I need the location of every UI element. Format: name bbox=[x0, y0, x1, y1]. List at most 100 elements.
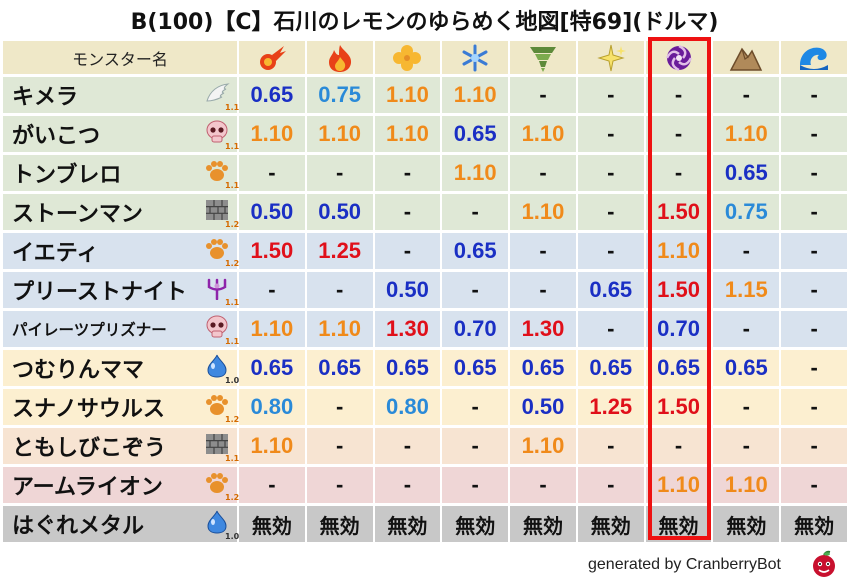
resistance-value: 0.65 bbox=[442, 350, 509, 386]
resistance-value: 0.65 bbox=[306, 350, 373, 386]
sparkle-icon bbox=[593, 43, 629, 73]
resistance-value: 1.10 bbox=[374, 116, 441, 152]
resistance-value: - bbox=[781, 350, 847, 386]
monster-name-cell: アームライオン 1.2 bbox=[3, 467, 239, 503]
resistance-value: 1.30 bbox=[374, 311, 441, 347]
monster-name-cell: スナノサウルス 1.2 bbox=[3, 389, 239, 425]
monster-row: トンブレロ 1.1- - -1.10- - -0.65- bbox=[3, 155, 847, 191]
resistance-value: - bbox=[510, 272, 576, 308]
header-element-cell bbox=[645, 41, 712, 74]
resistance-value: 1.10 bbox=[238, 311, 305, 347]
resistance-value: 無効 bbox=[238, 506, 305, 542]
header-element-cell bbox=[577, 41, 644, 74]
resistance-value: 0.70 bbox=[645, 311, 712, 347]
resistance-value: - bbox=[510, 467, 576, 503]
monster-row: パイレーツプリズナー 1.1 1.10 1.10 1.30 0.70 1.30-0.70- - bbox=[3, 311, 847, 347]
resistance-value: - bbox=[238, 272, 305, 308]
monster-name-cell: ともしびこぞう 1.1 bbox=[3, 428, 240, 464]
resistance-value: - bbox=[442, 428, 509, 464]
resistance-value: 1.10 bbox=[442, 155, 509, 191]
resistance-value: - bbox=[577, 194, 644, 230]
slime-icon bbox=[204, 354, 230, 378]
resistance-value: 無効 bbox=[374, 506, 441, 542]
resistance-value: - bbox=[577, 311, 644, 347]
flame-icon bbox=[322, 43, 358, 73]
resistance-value: - bbox=[713, 77, 780, 113]
resistance-value: - bbox=[781, 116, 847, 152]
resistance-value: - bbox=[442, 389, 509, 425]
resistance-value: - bbox=[577, 77, 644, 113]
header-element-cell bbox=[713, 41, 780, 74]
paw-icon bbox=[204, 159, 230, 183]
header-element-cell bbox=[442, 41, 509, 74]
resistance-value: 0.50 bbox=[510, 389, 576, 425]
resistance-value: 1.10 bbox=[510, 428, 576, 464]
type-multiplier: 1.2 bbox=[225, 259, 240, 268]
resistance-value: 1.15 bbox=[713, 272, 780, 308]
monster-name-cell: キメラ 1.1 bbox=[3, 77, 239, 113]
clover-icon bbox=[389, 43, 425, 73]
resistance-value: 0.80 bbox=[238, 389, 305, 425]
resistance-value: 0.65 bbox=[577, 350, 644, 386]
skull-icon bbox=[204, 120, 230, 144]
header-element-cell bbox=[238, 41, 305, 74]
resistance-value: 1.10 bbox=[510, 194, 576, 230]
monster-name-cell: プリーストナイト 1.1 bbox=[3, 272, 239, 308]
resistance-value: 1.50 bbox=[645, 389, 712, 425]
resistance-value: 0.70 bbox=[442, 311, 509, 347]
resistance-value: 1.10 bbox=[238, 428, 305, 464]
resistance-value: - bbox=[442, 272, 509, 308]
resistance-value: 1.10 bbox=[645, 233, 712, 269]
resistance-value: 0.65 bbox=[577, 272, 644, 308]
resistance-value: 0.65 bbox=[238, 77, 305, 113]
resistance-value: 0.75 bbox=[713, 194, 780, 230]
monster-name-cell: パイレーツプリズナー 1.1 bbox=[3, 311, 240, 347]
resistance-value: 1.50 bbox=[238, 233, 305, 269]
monster-name-cell: ストーンマン 1.2 bbox=[3, 194, 239, 230]
type-multiplier: 1.1 bbox=[225, 454, 240, 463]
resistance-value: 0.65 bbox=[238, 350, 305, 386]
resistance-value: 0.50 bbox=[238, 194, 305, 230]
resistance-value: - bbox=[577, 155, 644, 191]
monster-name: キメラ bbox=[12, 85, 79, 110]
resistance-value: - bbox=[713, 428, 780, 464]
resistance-value: - bbox=[577, 428, 644, 464]
resistance-value: - bbox=[713, 389, 780, 425]
monster-name-cell: イエティ 1.2 bbox=[3, 233, 240, 269]
monster-name-cell: はぐれメタル 1.0 bbox=[3, 506, 239, 542]
resistance-value: 無効 bbox=[713, 506, 780, 542]
resistance-value: - bbox=[238, 467, 305, 503]
wing-icon bbox=[204, 81, 230, 105]
monster-name: つむりんママ bbox=[12, 358, 145, 383]
resistance-value: 0.65 bbox=[374, 350, 441, 386]
dorma-vortex-icon bbox=[661, 43, 697, 73]
resistance-value: - bbox=[781, 311, 847, 347]
page-title: B(100)【C】石川のレモンのゆらめく地図[特69](ドルマ) bbox=[130, 10, 719, 35]
resistance-value: - bbox=[510, 233, 576, 269]
skull-icon bbox=[204, 315, 230, 339]
resistance-value: 1.25 bbox=[306, 233, 373, 269]
resistance-value: 1.10 bbox=[374, 77, 441, 113]
trident-icon bbox=[204, 276, 230, 301]
resistance-value: - bbox=[374, 194, 441, 230]
resistance-value: 1.25 bbox=[577, 389, 644, 425]
header-element-cell bbox=[510, 41, 576, 74]
resistance-value: - bbox=[781, 194, 847, 230]
type-multiplier: 1.0 bbox=[225, 376, 240, 385]
monster-name-cell: がいこつ 1.1 bbox=[3, 116, 240, 152]
monster-name: ともしびこぞう bbox=[12, 436, 167, 461]
type-multiplier: 1.1 bbox=[225, 337, 240, 346]
resistance-value: 無効 bbox=[645, 506, 712, 542]
resistance-value: 1.10 bbox=[645, 467, 712, 503]
monster-name: プリーストナイト bbox=[12, 280, 187, 305]
header-element-cell bbox=[781, 41, 847, 74]
resistance-value: - bbox=[781, 155, 847, 191]
resistance-value: - bbox=[577, 116, 644, 152]
wave-icon bbox=[796, 43, 832, 73]
slime-icon bbox=[204, 510, 230, 534]
type-multiplier: 1.1 bbox=[225, 142, 240, 151]
monster-row: プリーストナイト 1.1- -0.50- -0.65 1.50 1.15- bbox=[3, 272, 847, 308]
resistance-value: - bbox=[781, 233, 847, 269]
resistance-value: - bbox=[781, 272, 847, 308]
monster-name: はぐれメタル bbox=[12, 514, 145, 539]
